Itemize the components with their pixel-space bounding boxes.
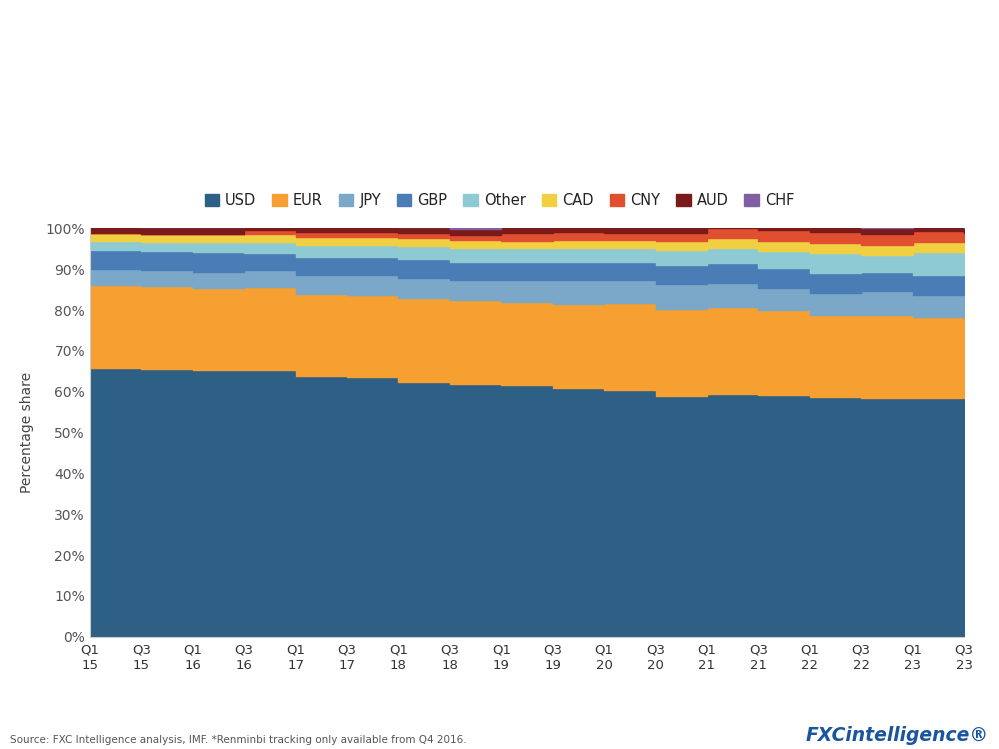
Text: USD has slowly declined in foreign exchange reserves: USD has slowly declined in foreign excha…	[12, 14, 901, 43]
Legend: USD, EUR, JPY, GBP, Other, CAD, CNY, AUD, CHF: USD, EUR, JPY, GBP, Other, CAD, CNY, AUD…	[205, 192, 794, 208]
Y-axis label: Percentage share: Percentage share	[20, 372, 34, 493]
Text: FXCintelligence®: FXCintelligence®	[806, 727, 989, 745]
Text: Source: FXC Intelligence analysis, IMF. *Renminbi tracking only available from Q: Source: FXC Intelligence analysis, IMF. …	[10, 736, 467, 745]
Text: Percentage share of global allocated foreign exchange reserves by currency: Percentage share of global allocated for…	[12, 104, 644, 122]
